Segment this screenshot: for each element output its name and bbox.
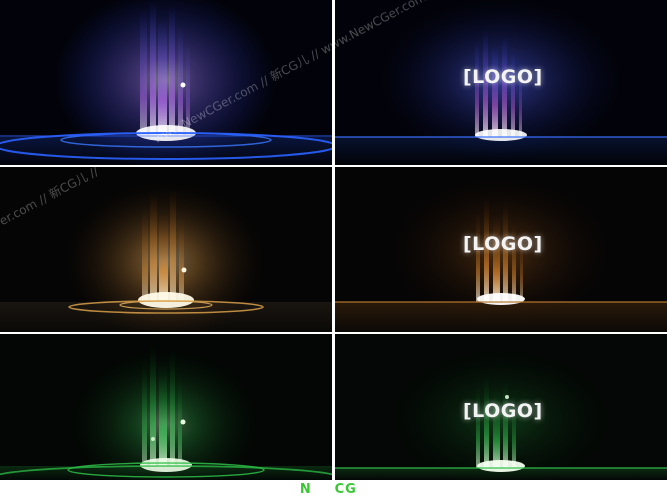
green-flare-art <box>0 334 332 480</box>
panel-blue-logo: [LOGO] <box>335 0 667 165</box>
panel-orange-logo: [LOGO] <box>335 167 667 332</box>
blue-flare-art <box>0 0 332 165</box>
panel-orange-flare <box>0 167 332 332</box>
footer-brand: www.NewCGer.com <box>0 480 667 500</box>
orange-flare-art <box>0 167 332 332</box>
blue-logo-art <box>335 0 667 165</box>
panel-green-logo: [LOGO] <box>335 334 667 480</box>
footer-prefix: www. <box>255 482 300 497</box>
footer-accent-n: N <box>299 482 312 497</box>
panel-blue-flare <box>0 0 332 165</box>
panel-green-flare <box>0 334 332 480</box>
green-logo-art <box>335 334 667 480</box>
footer-suffix: er.com <box>356 482 412 497</box>
footer-mid: ew <box>311 482 335 497</box>
logo-label: [LOGO] <box>463 400 543 422</box>
footer-accent-cg: CG <box>334 482 357 497</box>
orange-logo-art <box>335 167 667 332</box>
logo-label: [LOGO] <box>463 233 543 255</box>
logo-label: [LOGO] <box>463 66 543 88</box>
